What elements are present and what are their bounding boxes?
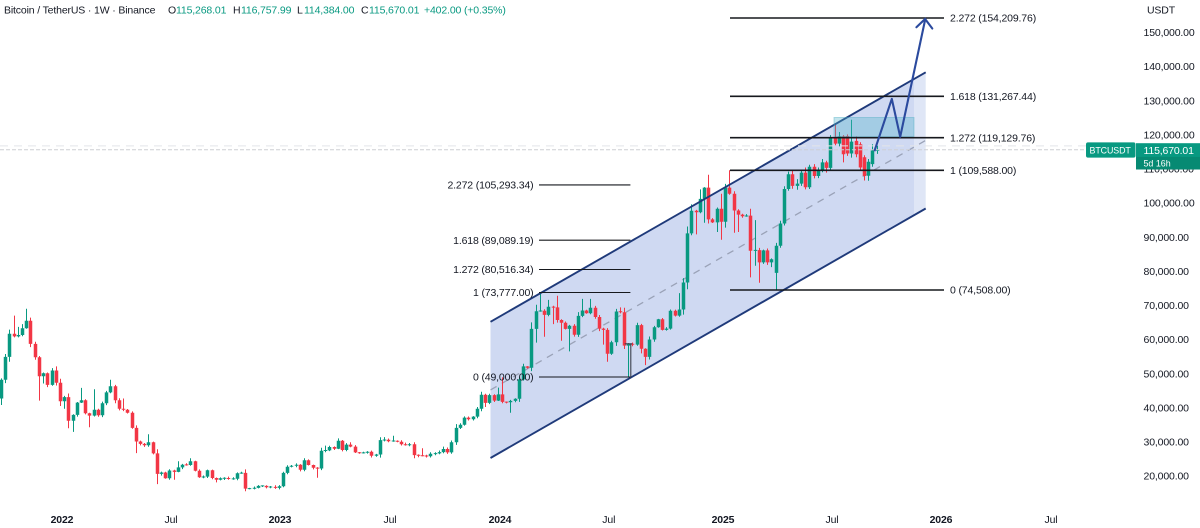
svg-text:O: O xyxy=(168,4,176,16)
svg-text:114,384.00: 114,384.00 xyxy=(304,4,355,16)
svg-text:150,000.00: 150,000.00 xyxy=(1144,27,1195,39)
svg-text:140,000.00: 140,000.00 xyxy=(1144,61,1195,73)
svg-text:USDT: USDT xyxy=(1147,4,1176,16)
svg-text:Bitcoin / TetherUS · 1W · Bina: Bitcoin / TetherUS · 1W · Binance xyxy=(4,4,156,16)
svg-text:80,000.00: 80,000.00 xyxy=(1144,266,1190,278)
svg-text:C: C xyxy=(361,4,369,16)
svg-text:115,268.01: 115,268.01 xyxy=(176,4,227,16)
svg-text:115,670.01: 115,670.01 xyxy=(369,4,420,16)
svg-text:L: L xyxy=(297,4,303,16)
svg-text:2.272 (154,209.76): 2.272 (154,209.76) xyxy=(950,13,1036,25)
svg-text:Jul: Jul xyxy=(602,514,615,526)
svg-text:2025: 2025 xyxy=(712,514,735,526)
svg-text:0 (49,000.00): 0 (49,000.00) xyxy=(473,372,534,384)
svg-text:2026: 2026 xyxy=(930,514,953,526)
svg-text:5d 16h: 5d 16h xyxy=(1144,159,1171,169)
svg-text:BTCUSDT: BTCUSDT xyxy=(1090,146,1132,156)
svg-text:130,000.00: 130,000.00 xyxy=(1144,95,1195,107)
svg-text:2024: 2024 xyxy=(489,514,512,526)
svg-text:2.272 (105,293.34): 2.272 (105,293.34) xyxy=(447,180,533,192)
svg-text:2023: 2023 xyxy=(269,514,292,526)
svg-text:1.272 (80,516.34): 1.272 (80,516.34) xyxy=(453,264,533,276)
svg-text:115,670.01: 115,670.01 xyxy=(1144,145,1195,157)
svg-text:90,000.00: 90,000.00 xyxy=(1144,232,1190,244)
svg-text:1 (73,777.00): 1 (73,777.00) xyxy=(473,287,534,299)
svg-text:1.618 (89,089.19): 1.618 (89,089.19) xyxy=(453,235,533,247)
svg-text:70,000.00: 70,000.00 xyxy=(1144,300,1190,312)
svg-text:30,000.00: 30,000.00 xyxy=(1144,437,1190,449)
svg-text:+402.00 (+0.35%): +402.00 (+0.35%) xyxy=(424,4,506,16)
svg-text:100,000.00: 100,000.00 xyxy=(1144,198,1195,210)
svg-text:1.618 (131,267.44): 1.618 (131,267.44) xyxy=(950,91,1036,103)
svg-text:116,757.99: 116,757.99 xyxy=(241,4,292,16)
svg-text:1.272 (119,129.76): 1.272 (119,129.76) xyxy=(950,132,1035,144)
svg-text:H: H xyxy=(233,4,240,16)
svg-text:40,000.00: 40,000.00 xyxy=(1144,402,1190,414)
svg-text:0 (74,508.00): 0 (74,508.00) xyxy=(950,285,1011,297)
svg-text:20,000.00: 20,000.00 xyxy=(1144,471,1190,483)
svg-text:2022: 2022 xyxy=(51,514,74,526)
svg-text:Jul: Jul xyxy=(165,514,178,526)
svg-text:50,000.00: 50,000.00 xyxy=(1144,368,1190,380)
svg-text:Jul: Jul xyxy=(1045,514,1058,526)
svg-text:Jul: Jul xyxy=(384,514,397,526)
svg-text:1 (109,588.00): 1 (109,588.00) xyxy=(950,165,1016,177)
svg-text:120,000.00: 120,000.00 xyxy=(1144,130,1195,142)
svg-text:Jul: Jul xyxy=(826,514,839,526)
svg-text:60,000.00: 60,000.00 xyxy=(1144,334,1190,346)
